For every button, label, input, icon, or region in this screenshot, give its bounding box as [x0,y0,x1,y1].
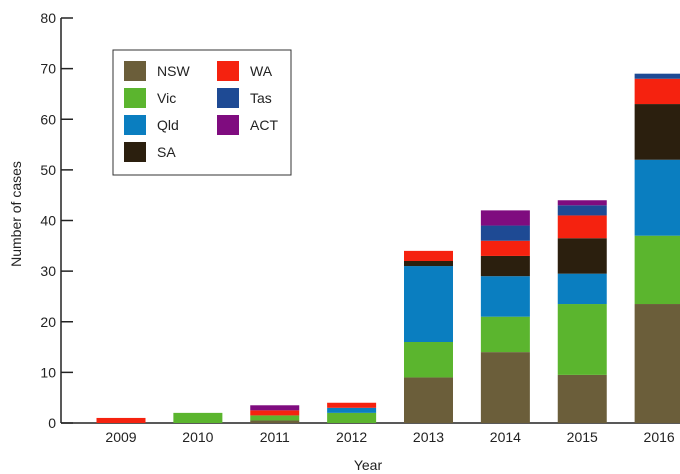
y-tick-label: 30 [40,263,56,279]
bar-segment-tas [480,225,530,241]
legend-swatch-tas [217,88,239,108]
bars [96,73,680,423]
x-tick-label: 2016 [644,429,675,445]
y-tick-label: 10 [40,364,56,380]
bar-segment-vic [634,235,680,305]
bar-segment-vic [250,415,300,421]
legend-label-sa: SA [157,144,176,160]
bar-segment-qld [634,159,680,236]
bar-segment-sa [557,238,607,274]
y-tick-label: 40 [40,213,56,229]
bar-segment-nsw [480,352,530,423]
bar-segment-wa [557,215,607,239]
bar-segment-sa [634,104,680,160]
bar-segment-act [557,200,607,206]
bar-segment-vic [327,412,377,423]
legend-swatch-sa [124,142,146,162]
bar-segment-nsw [250,420,300,423]
y-tick-label: 20 [40,314,56,330]
legend-label-qld: Qld [157,117,179,133]
x-axis-title: Year [354,457,383,473]
y-tick-label: 0 [48,415,56,431]
bar-segment-nsw [634,304,680,423]
legend-swatch-nsw [124,61,146,81]
bar-segment-act [480,210,530,226]
bar-segment-tas [557,205,607,216]
legend-swatch-wa [217,61,239,81]
bar-segment-vic [173,412,223,423]
bar-segment-sa [404,261,453,267]
bar-segment-wa [404,250,453,261]
x-tick-label: 2011 [260,429,290,445]
legend: NSW Vic Qld SA WA Tas ACT [112,49,292,176]
y-axis: 0 10 20 30 40 50 60 70 80 [40,10,73,431]
x-tick-label: 2014 [490,429,521,445]
y-axis-title: Number of cases [8,161,24,267]
x-axis: 2009 2010 2011 2012 2013 2014 2015 2016 [61,422,680,445]
x-tick-label: 2013 [413,429,444,445]
bar-segment-qld [557,273,607,305]
x-tick-label: 2012 [336,429,367,445]
bar-segment-qld [404,266,453,342]
y-tick-label: 70 [40,61,56,77]
bar-segment-vic [404,342,453,378]
bar-segment-wa [327,402,377,408]
legend-swatch-vic [124,88,146,108]
bar-segment-tas [634,73,680,79]
legend-label-vic: Vic [157,90,176,106]
bar-segment-wa [250,410,300,416]
bar-segment-wa [634,78,680,105]
x-tick-label: 2010 [182,429,213,445]
legend-label-act: ACT [250,117,278,133]
bar-segment-nsw [404,377,453,423]
bar-segment-act [250,405,300,411]
bar-segment-qld [480,276,530,317]
y-tick-label: 50 [40,162,56,178]
legend-swatch-qld [124,115,146,135]
legend-label-tas: Tas [250,90,272,106]
y-tick-label: 80 [40,10,56,26]
bar-segment-qld [327,407,377,413]
x-tick-label: 2015 [567,429,598,445]
legend-label-nsw: NSW [157,63,190,79]
bar-segment-wa [96,417,146,423]
legend-label-wa: WA [250,63,273,79]
y-tick-label: 60 [40,111,56,127]
legend-swatch-act [217,115,239,135]
bar-segment-nsw [557,374,607,423]
bar-segment-vic [557,304,607,375]
x-tick-label: 2009 [105,429,136,445]
bar-segment-vic [480,316,530,353]
bar-segment-sa [480,255,530,277]
bar-segment-wa [480,240,530,256]
